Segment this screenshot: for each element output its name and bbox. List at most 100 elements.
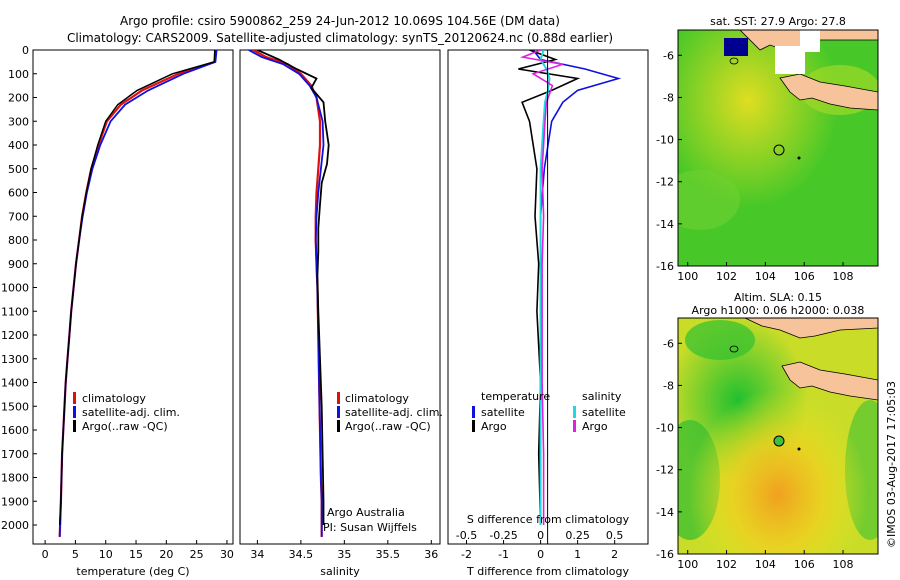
figure-title-line2: Climatology: CARS2009. Satellite-adjuste… xyxy=(67,31,613,45)
legend-swatch-temp-argo xyxy=(472,420,475,432)
legend-label-climatology: climatology xyxy=(345,392,409,405)
depth-tick-label: 300 xyxy=(8,115,29,128)
legend-swatch-climatology xyxy=(337,392,340,404)
depth-tick-label: 1500 xyxy=(1,400,29,413)
temperature-plot-frame xyxy=(32,49,234,545)
depth-tick-label: 1300 xyxy=(1,353,29,366)
legend-swatch-sal-satellite xyxy=(573,406,576,418)
x-tick-label: 15 xyxy=(129,548,143,561)
series-line-satellite-adj-clim- xyxy=(58,50,218,537)
map-y-tick-label: -6 xyxy=(663,49,674,62)
x-tick-label: 34 xyxy=(250,548,264,561)
sla-land-sumatra xyxy=(744,318,878,339)
map-x-tick-label: 108 xyxy=(833,270,854,283)
sla-map-frame xyxy=(677,317,879,555)
legend-header-salinity: salinity xyxy=(582,390,622,403)
depth-tick-label: 1400 xyxy=(1,377,29,390)
map-y-tick-label: -10 xyxy=(656,134,674,147)
depth-tick-label: 1100 xyxy=(1,305,29,318)
map-x-tick-label: 100 xyxy=(677,270,698,283)
sla-island-dot xyxy=(797,447,801,451)
map-y-tick-label: -8 xyxy=(663,379,674,392)
imos-watermark: ©IMOS 03-Aug-2017 17:05:03 xyxy=(885,381,898,548)
sst-land-java xyxy=(779,73,878,111)
map-y-tick-label: -16 xyxy=(656,548,674,561)
x-tick-label: 36 xyxy=(424,548,438,561)
legend-swatch-satellite xyxy=(337,406,340,418)
temperature-legend: climatology satellite-adj. clim. Argo(..… xyxy=(73,392,180,433)
x-tick-label: 0 xyxy=(537,548,544,561)
map-y-tick-label: -6 xyxy=(663,337,674,350)
map-x-tick-label: 104 xyxy=(755,270,776,283)
sst-map-axes: 100 102 104 106 108 -6 -8 -10 -12 -14 -16 xyxy=(656,49,854,283)
legend-label-argo: Argo(..raw -QC) xyxy=(345,420,431,433)
sla-island xyxy=(729,345,739,353)
credit-pi: PI: Susan Wijffels xyxy=(323,521,417,534)
sla-land-java xyxy=(781,361,878,401)
depth-tick-label: 700 xyxy=(8,210,29,223)
x-tick-label: -1 xyxy=(498,548,509,561)
map-y-tick-label: -8 xyxy=(663,91,674,104)
legend-label-satellite: satellite-adj. clim. xyxy=(345,406,443,419)
x-tick-label: 10 xyxy=(99,548,113,561)
depth-tick-label: 800 xyxy=(8,234,29,247)
top-tick-label: -0.25 xyxy=(489,529,517,542)
map-x-tick-label: 102 xyxy=(716,558,737,571)
depth-tick-label: 0 xyxy=(22,44,29,57)
temperature-x-axis: 0 5 10 15 20 25 30 xyxy=(42,540,234,561)
top-tick-label: 0 xyxy=(537,529,544,542)
depth-tick-label: 900 xyxy=(8,258,29,271)
sla-argo-marker xyxy=(773,435,785,447)
map-x-tick-label: 108 xyxy=(833,558,854,571)
depth-tick-label: 1800 xyxy=(1,472,29,485)
depth-axis: 0 100 200 300 400 500 600 700 800 900 1000 1100 1200… xyxy=(1,44,37,532)
legend-label-sal-argo: Argo xyxy=(582,420,608,433)
depth-tick-label: 200 xyxy=(8,92,29,105)
x-tick-label: -2 xyxy=(461,548,472,561)
salinity-legend: climatology satellite-adj. clim. Argo(..… xyxy=(337,392,443,433)
map-x-tick-label: 100 xyxy=(677,558,698,571)
salinity-plot-frame xyxy=(239,49,441,545)
legend-label-climatology: climatology xyxy=(82,392,146,405)
x-tick-label: 35 xyxy=(337,548,351,561)
map-y-tick-label: -14 xyxy=(656,218,674,231)
depth-tick-label: 600 xyxy=(8,187,29,200)
legend-swatch-argo xyxy=(337,420,340,432)
sla-green-patch xyxy=(685,320,755,360)
depth-tick-label: 2000 xyxy=(1,519,29,532)
sst-sea-patch xyxy=(678,170,740,230)
series-line-argo-raw-qc- xyxy=(257,50,330,525)
depth-tick-label: 1900 xyxy=(1,495,29,508)
depth-tick-label: 1200 xyxy=(1,329,29,342)
difference-legend: temperature salinity satellite Argo sate… xyxy=(472,390,626,433)
map-y-tick-label: -10 xyxy=(656,422,674,435)
sst-map-frame xyxy=(677,29,879,267)
x-tick-label: 35.5 xyxy=(376,548,401,561)
credit-argo-australia: Argo Australia xyxy=(327,506,405,519)
x-tick-label: 1 xyxy=(574,548,581,561)
series-line-argo-raw-qc- xyxy=(58,50,216,526)
sst-argo-marker xyxy=(773,144,785,156)
legend-label-argo: Argo(..raw -QC) xyxy=(82,420,168,433)
temperature-x-label: temperature (deg C) xyxy=(76,565,189,578)
figure-title-line1: Argo profile: csiro 5900862_259 24-Jun-2… xyxy=(120,14,560,28)
sst-map xyxy=(678,30,878,266)
legend-swatch-climatology xyxy=(73,392,76,404)
map-x-tick-label: 104 xyxy=(755,558,776,571)
depth-tick-label: 1000 xyxy=(1,282,29,295)
salinity-x-axis: 34 34.5 35 35.5 36 xyxy=(250,540,438,561)
x-tick-label: 25 xyxy=(190,548,204,561)
salinity-x-label: salinity xyxy=(320,565,360,578)
sst-island-dot xyxy=(797,156,801,160)
sla-map xyxy=(678,318,878,554)
top-tick-label: 0.5 xyxy=(606,529,624,542)
top-tick-label: -0.5 xyxy=(456,529,477,542)
legend-label-satellite: satellite-adj. clim. xyxy=(82,406,180,419)
depth-tick-label: 400 xyxy=(8,139,29,152)
x-tick-label: 30 xyxy=(220,548,234,561)
series-line-climatology xyxy=(252,50,323,537)
legend-swatch-temp-satellite xyxy=(472,406,475,418)
x-tick-label: 34.5 xyxy=(289,548,314,561)
legend-label-temp-satellite: satellite xyxy=(481,406,525,419)
